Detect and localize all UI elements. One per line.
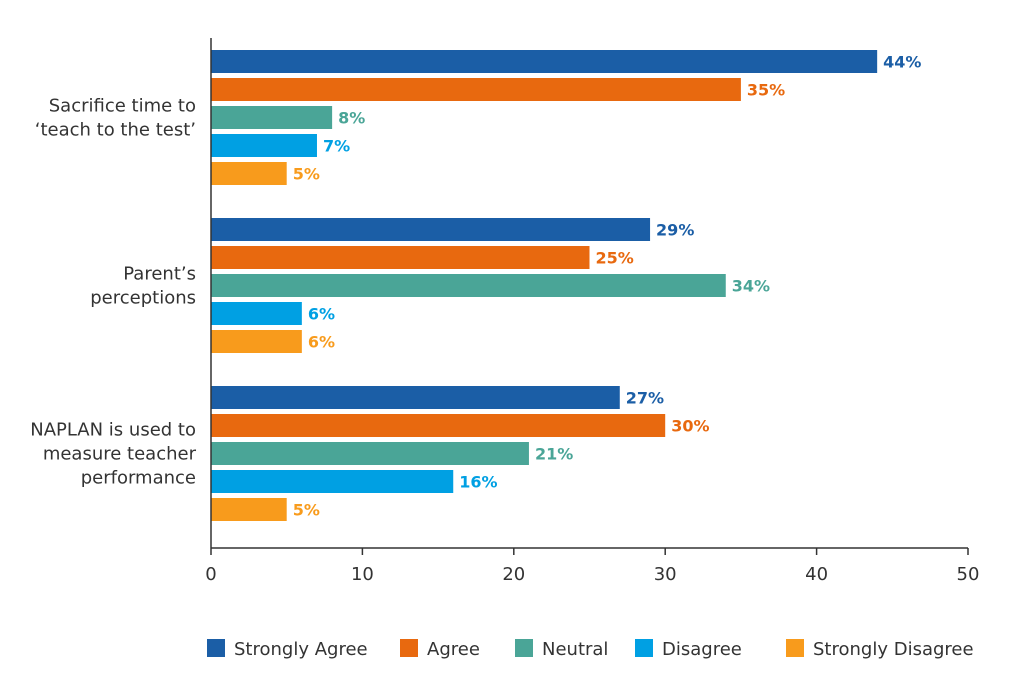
bar-agree-2 xyxy=(211,414,666,437)
category-label-line: Parent’s xyxy=(123,264,196,285)
data-label: 27% xyxy=(626,389,664,408)
category-label-line: measure teacher xyxy=(43,444,197,465)
data-label: 34% xyxy=(732,277,770,296)
data-label: 5% xyxy=(293,501,320,520)
category-labels: Sacrifice time to ‘teach to the test’ Pare… xyxy=(30,96,196,489)
data-label: 5% xyxy=(293,165,320,184)
x-tick-label: 30 xyxy=(654,564,677,585)
bar-strongly-agree-0 xyxy=(211,50,878,73)
x-tick-label: 0 xyxy=(205,564,216,585)
legend-swatch xyxy=(635,639,653,657)
data-label: 25% xyxy=(596,249,634,268)
legend-label: Strongly Disagree xyxy=(813,639,974,660)
bars-layer xyxy=(211,50,878,521)
legend-swatch xyxy=(400,639,418,657)
category-label: Sacrifice time to ‘teach to the test’ xyxy=(35,96,196,141)
bar-strongly-agree-1 xyxy=(211,218,651,241)
bar-strongly-disagree-0 xyxy=(211,162,287,185)
legend-swatch xyxy=(207,639,225,657)
bar-neutral-1 xyxy=(211,274,726,297)
x-tick-label: 10 xyxy=(351,564,374,585)
axes: 0 10 20 30 40 50 xyxy=(205,38,979,585)
data-label: 6% xyxy=(308,333,335,352)
bar-disagree-1 xyxy=(211,302,302,325)
category-label-line: perceptions xyxy=(90,288,196,309)
bar-neutral-2 xyxy=(211,442,529,465)
legend-label: Agree xyxy=(427,639,480,660)
category-label: NAPLAN is used to measure teacher performa… xyxy=(30,420,196,489)
data-label: 35% xyxy=(747,81,785,100)
data-labels-layer: 44%35%8%7%5%29%25%34%6%6%27%30%21%16%5% xyxy=(293,53,922,520)
data-label: 16% xyxy=(459,473,497,492)
legend-label: Neutral xyxy=(542,639,608,660)
bar-strongly-disagree-1 xyxy=(211,330,302,353)
bar-strongly-disagree-2 xyxy=(211,498,287,521)
category-label: Parent’s perceptions xyxy=(90,264,196,309)
data-label: 44% xyxy=(883,53,921,72)
data-label: 7% xyxy=(323,137,350,156)
category-label-line: performance xyxy=(81,468,196,489)
bar-agree-1 xyxy=(211,246,590,269)
legend: Strongly Agree Agree Neutral Disagree Strong… xyxy=(207,639,974,660)
legend-label: Strongly Agree xyxy=(234,639,368,660)
data-label: 21% xyxy=(535,445,573,464)
bar-disagree-0 xyxy=(211,134,317,157)
data-label: 29% xyxy=(656,221,694,240)
category-label-line: ‘teach to the test’ xyxy=(35,120,196,141)
legend-swatch xyxy=(786,639,804,657)
legend-swatch xyxy=(515,639,533,657)
bar-strongly-agree-2 xyxy=(211,386,620,409)
x-tick-label: 40 xyxy=(805,564,828,585)
x-tick-label: 20 xyxy=(502,564,525,585)
data-label: 30% xyxy=(671,417,709,436)
bar-neutral-0 xyxy=(211,106,333,129)
bar-agree-0 xyxy=(211,78,741,101)
data-label: 6% xyxy=(308,305,335,324)
legend-label: Disagree xyxy=(662,639,742,660)
category-label-line: Sacrifice time to xyxy=(49,96,196,117)
bar-disagree-2 xyxy=(211,470,454,493)
x-tick-label: 50 xyxy=(957,564,980,585)
data-label: 8% xyxy=(338,109,365,128)
category-label-line: NAPLAN is used to xyxy=(30,420,196,441)
